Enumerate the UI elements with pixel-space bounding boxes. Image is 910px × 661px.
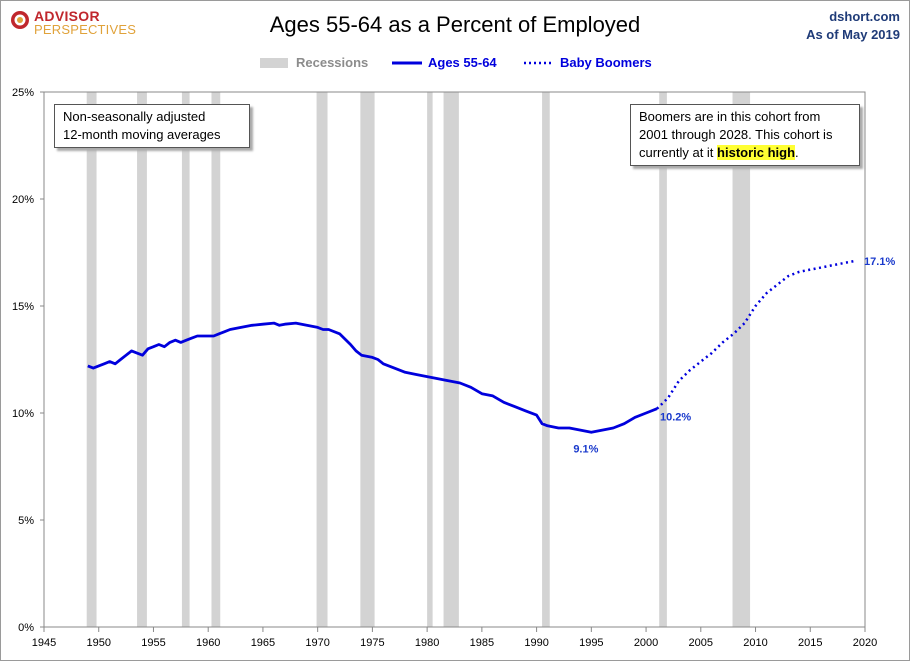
recession-band: [427, 92, 433, 627]
note-right-line3-pre: currently at it: [639, 145, 718, 160]
plot-border: [43, 91, 866, 628]
y-tick-label: 5%: [18, 515, 34, 527]
data-label: 17.1%: [864, 256, 895, 268]
ages-55-64-line: [87, 321, 658, 434]
legend-label-ages: Ages 55-64: [428, 55, 497, 70]
x-tick-label: 1955: [141, 637, 165, 649]
x-tick-label: 1950: [86, 637, 110, 649]
note-left-line1: Non-seasonally adjusted: [63, 109, 206, 124]
x-tick-label: 1965: [251, 637, 275, 649]
x-tick-label: 1975: [360, 637, 384, 649]
note-left-line2: 12-month moving averages: [63, 127, 221, 142]
data-label: 10.2%: [660, 412, 691, 424]
y-tick-label: 25%: [12, 87, 34, 99]
note-right: Boomers are in this cohort from 2001 thr…: [630, 104, 860, 166]
logo-icon: [11, 11, 29, 29]
note-left: Non-seasonally adjusted 12-month moving …: [54, 104, 250, 148]
legend: Recessions Ages 55-64 Baby Boomers: [0, 53, 910, 73]
recession-band: [86, 92, 97, 627]
logo-line2: PERSPECTIVES: [34, 22, 137, 37]
source-site: dshort.com: [829, 9, 900, 24]
y-tick-label: 20%: [12, 194, 34, 206]
y-tick-label: 0%: [18, 622, 34, 634]
recession-band: [659, 92, 667, 627]
legend-label-boomers: Baby Boomers: [560, 55, 652, 70]
historic-high-highlight: historic high: [717, 145, 796, 160]
x-tick-label: 1970: [305, 637, 329, 649]
note-right-line2: 2001 through 2028. This cohort is: [639, 127, 833, 142]
x-tick-label: 2020: [853, 637, 877, 649]
x-tick-label: 1960: [196, 637, 220, 649]
y-tick-label: 15%: [12, 301, 34, 313]
data-labels: 9.1% 10.2% 17.1%: [573, 256, 895, 455]
recession-band: [211, 92, 221, 627]
x-tick-label: 1980: [415, 637, 439, 649]
x-tick-label: 1990: [524, 637, 548, 649]
x-tick-label: 1945: [32, 637, 56, 649]
recession-band: [137, 92, 147, 627]
dotted-line-swatch: [524, 61, 554, 65]
x-tick-label: 1995: [579, 637, 603, 649]
recession-swatch: [260, 58, 288, 68]
recession-band: [360, 92, 375, 627]
axes: 1945 1950 1955 1960 1965 1970 1975 1980 1985 1990…: [12, 87, 877, 649]
x-tick-label: 2000: [634, 637, 658, 649]
as-of-date: As of May 2019: [806, 27, 900, 42]
series-lines: [87, 259, 855, 434]
note-right-line1: Boomers are in this cohort from: [639, 109, 821, 124]
solid-line-swatch: [392, 61, 422, 65]
x-tick-label: 1985: [470, 637, 494, 649]
x-tick-label: 2015: [798, 637, 822, 649]
note-right-line3-post: .: [795, 145, 799, 160]
recession-bands: [86, 92, 751, 627]
chart-title: Ages 55-64 as a Percent of Employed: [269, 12, 641, 37]
legend-label-recessions: Recessions: [296, 55, 369, 70]
recession-band: [181, 92, 190, 627]
note-right-line3: currently at it historic high.: [639, 144, 851, 162]
recession-band: [732, 92, 751, 627]
recession-band: [316, 92, 328, 627]
source-block: dshort.com As of May 2019: [806, 8, 900, 44]
recession-band: [443, 92, 459, 627]
x-tick-label: 2010: [743, 637, 767, 649]
y-tick-label: 10%: [12, 408, 34, 420]
x-tick-label: 2005: [689, 637, 713, 649]
recession-band: [542, 92, 550, 627]
data-label: 9.1%: [573, 443, 598, 455]
logo-line1: ADVISOR: [34, 8, 100, 24]
baby-boomers-line: [656, 259, 855, 410]
